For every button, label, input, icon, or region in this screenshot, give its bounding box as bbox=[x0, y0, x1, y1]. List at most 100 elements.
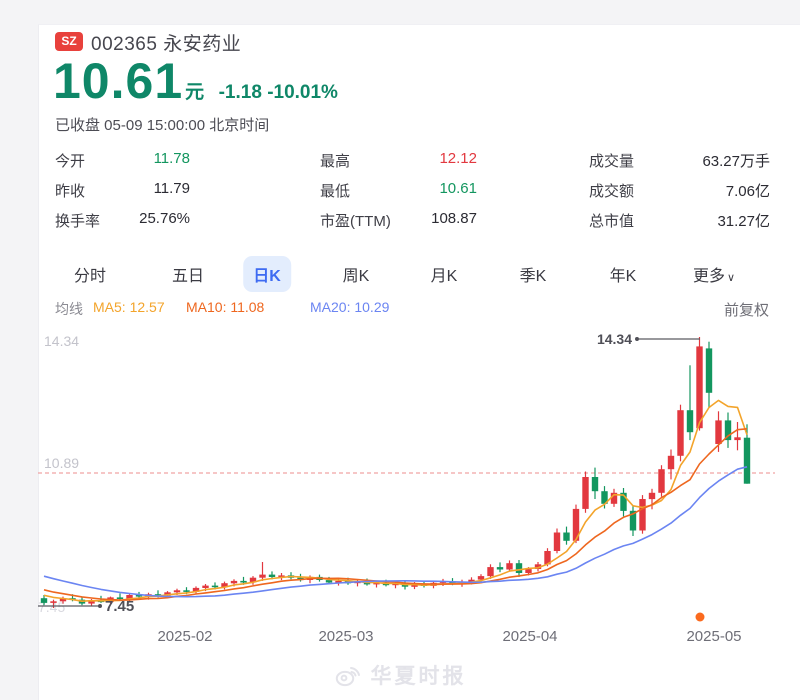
tab-年K[interactable]: 年K bbox=[609, 268, 637, 285]
stat-value: 63.27万手 bbox=[702, 153, 770, 170]
candle-body bbox=[192, 587, 200, 592]
price-change: -1.18 -10.01% bbox=[219, 82, 338, 103]
candle-body bbox=[211, 585, 219, 588]
ma5-legend: MA5: 12.57 bbox=[93, 299, 165, 315]
watermark-brand: 华夏时报 bbox=[370, 665, 467, 688]
x-axis-label: 2025-05 bbox=[686, 628, 741, 645]
stat-value: 31.27亿 bbox=[717, 213, 770, 230]
stat-value: 7.06亿 bbox=[725, 183, 770, 200]
stock-code: 002365 bbox=[91, 34, 158, 55]
ma-legend-title: 均线 bbox=[55, 301, 83, 317]
low-annotation-label: 7.45 bbox=[105, 598, 134, 615]
event-dot bbox=[695, 612, 705, 622]
ma10-legend: MA10: 11.08 bbox=[186, 299, 265, 315]
stock-name: 永安药业 bbox=[163, 34, 242, 55]
y-axis-label: 14.34 bbox=[44, 333, 79, 349]
candle-body bbox=[126, 595, 133, 599]
stat-value: 25.76% bbox=[139, 210, 190, 227]
watermark: 华夏时报 bbox=[0, 660, 800, 690]
tab-分时[interactable]: 分时 bbox=[73, 268, 107, 285]
candle-body bbox=[715, 420, 722, 444]
candle-body bbox=[173, 590, 181, 593]
candle-body bbox=[487, 567, 494, 577]
exchange-badge: SZ bbox=[55, 32, 83, 51]
ma20-line bbox=[43, 466, 748, 598]
change-percent: -10.01% bbox=[267, 82, 338, 103]
tab-周K[interactable]: 周K bbox=[342, 268, 370, 285]
candle-body bbox=[335, 580, 342, 583]
tab-日K[interactable]: 日K bbox=[243, 256, 291, 292]
candle-body bbox=[278, 575, 285, 577]
candle-body bbox=[582, 477, 589, 509]
stat-label: 换手率 bbox=[55, 213, 101, 230]
candle-body bbox=[59, 598, 67, 602]
stat-label: 总市值 bbox=[589, 213, 635, 230]
tab-季K[interactable]: 季K bbox=[519, 268, 547, 285]
tab-五日[interactable]: 五日 bbox=[171, 268, 205, 285]
candle-body bbox=[658, 469, 665, 493]
candle-body bbox=[40, 598, 48, 603]
candle-body bbox=[515, 563, 523, 573]
kline-chart[interactable]: 14.34 10.89 7.45 2025-02 2025-03 2025-04 2025-… bbox=[0, 322, 800, 662]
candle-body bbox=[534, 564, 542, 569]
price-unit: 元 bbox=[185, 82, 205, 103]
candle-body bbox=[230, 580, 238, 584]
price-row: 10.61 元 -1.18 -10.01% bbox=[53, 52, 338, 109]
ma20-legend: MA20: 10.29 bbox=[310, 299, 390, 315]
candle-body bbox=[686, 410, 694, 433]
candle-body bbox=[639, 499, 646, 531]
stat-label: 昨收 bbox=[55, 183, 86, 200]
tab-更多[interactable]: 更多 ∨ bbox=[692, 268, 736, 285]
y-axis-label: 7.45 bbox=[38, 599, 65, 615]
candle-body bbox=[268, 574, 276, 577]
candle-body bbox=[544, 551, 551, 565]
candle-body bbox=[325, 580, 333, 583]
candle-body bbox=[572, 508, 580, 541]
candle-body bbox=[202, 585, 209, 588]
candle-body bbox=[259, 574, 266, 578]
candle-body bbox=[553, 532, 561, 551]
candle-body bbox=[50, 601, 57, 603]
peak-annotation-label: 14.34 bbox=[597, 331, 632, 347]
adjust-mode-toggle[interactable]: 前复权 bbox=[723, 302, 769, 319]
peak-annotation-dot bbox=[635, 337, 639, 341]
stat-label: 最低 bbox=[320, 183, 351, 200]
x-axis-label: 2025-04 bbox=[502, 628, 557, 645]
candle-body bbox=[183, 590, 190, 592]
candle-body bbox=[677, 410, 684, 456]
candle-body bbox=[591, 477, 599, 492]
candle-body bbox=[601, 491, 608, 504]
low-annotation-dot bbox=[98, 604, 102, 608]
candle-body bbox=[667, 455, 675, 470]
candle-body bbox=[525, 569, 532, 573]
stat-label: 成交额 bbox=[589, 183, 635, 200]
stat-label: 成交量 bbox=[589, 153, 635, 170]
stat-label: 最高 bbox=[320, 153, 351, 170]
candle-body bbox=[648, 492, 656, 500]
tab-月K[interactable]: 月K bbox=[430, 268, 458, 285]
candle-body bbox=[743, 437, 751, 484]
candle-body bbox=[154, 594, 162, 596]
candle-body bbox=[240, 580, 247, 583]
candle-body bbox=[373, 582, 380, 585]
candle-body bbox=[392, 583, 399, 586]
y-axis-label: 10.89 bbox=[44, 455, 79, 471]
candle-body bbox=[477, 576, 485, 580]
stat-value: 12.12 bbox=[439, 150, 477, 167]
candle-body bbox=[135, 595, 143, 597]
candle-body bbox=[116, 597, 124, 599]
candle-body bbox=[506, 563, 513, 570]
candle-body bbox=[696, 346, 703, 429]
last-price: 10.61 bbox=[53, 53, 184, 109]
candle-body bbox=[705, 348, 713, 393]
candle-body bbox=[449, 581, 456, 585]
candle-body bbox=[563, 532, 570, 541]
candle-body bbox=[411, 584, 418, 587]
candle-body bbox=[734, 437, 741, 441]
candle-body bbox=[496, 567, 504, 570]
candle-body bbox=[221, 583, 228, 588]
stat-value: 11.78 bbox=[153, 150, 190, 167]
stat-label: 今开 bbox=[55, 153, 86, 170]
candle-body bbox=[249, 577, 257, 583]
stat-value: 11.79 bbox=[153, 180, 190, 197]
